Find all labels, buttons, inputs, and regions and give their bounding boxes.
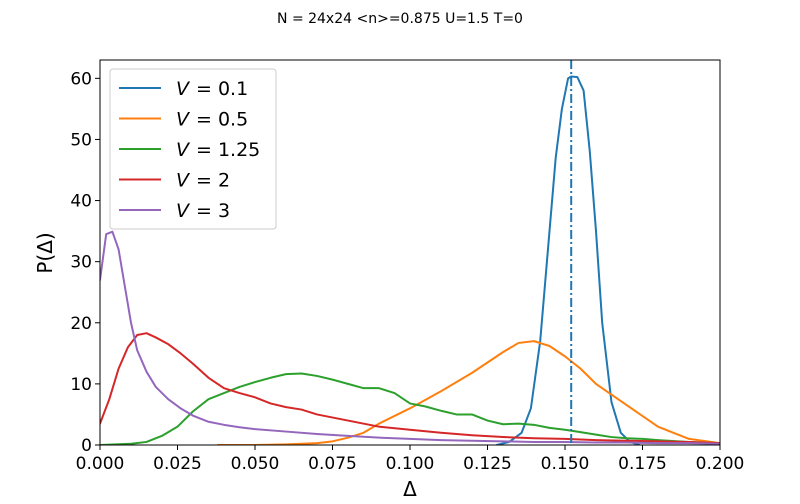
x-axis-label: Δ (403, 477, 417, 500)
x-tick-label: 0.200 (696, 454, 745, 474)
legend-label-var: V (176, 109, 191, 131)
chart-title: N = 24x24 <n>=0.875 U=1.5 T=0 (277, 11, 523, 27)
y-axis-label: P(Δ) (33, 232, 57, 273)
legend-label: V = 0.1 (176, 78, 248, 100)
legend-label-value: = 3 (196, 200, 230, 222)
legend-label: V = 3 (176, 200, 230, 222)
y-tick-label: 0 (81, 436, 92, 456)
series-line-5 (100, 230, 720, 445)
x-tick-label: 0.075 (308, 454, 357, 474)
legend-label: V = 1.25 (176, 139, 260, 161)
x-tick-label: 0.050 (231, 454, 280, 474)
y-tick-label: 40 (70, 192, 92, 212)
series-line-3 (100, 372, 720, 445)
x-tick-label: 0.125 (463, 454, 512, 474)
plot-area (100, 60, 720, 445)
legend-box (109, 68, 277, 230)
x-tick-label: 0.025 (153, 454, 202, 474)
legend-label-value: = 0.1 (196, 78, 248, 100)
legend-label-value: = 0.5 (196, 109, 248, 131)
y-tick-label: 30 (70, 253, 92, 273)
x-tick-label: 0.100 (386, 454, 435, 474)
series-group (100, 60, 720, 445)
legend-label-var: V (176, 200, 191, 222)
legend-label: V = 2 (176, 170, 230, 192)
series-line-4 (100, 332, 720, 445)
series-line-1 (495, 75, 641, 445)
x-tick-label: 0.175 (618, 454, 667, 474)
axes: 0.000 0.025 0.050 0.075 0.100 0.125 0.150 0.175… (70, 59, 745, 474)
x-tick-label: 0.150 (541, 454, 590, 474)
y-tick-label: 10 (70, 375, 92, 395)
y-tick-label: 50 (70, 130, 92, 150)
legend-label-value: = 1.25 (196, 139, 260, 161)
legend-label-var: V (176, 139, 191, 161)
y-tick-label: 20 (70, 314, 92, 334)
legend-label-value: = 2 (196, 170, 230, 192)
legend-label-var: V (176, 170, 191, 192)
x-tick-label: 0.000 (76, 454, 125, 474)
legend: V = 0.1V = 0.5V = 1.25V = 2V = 3 (109, 68, 277, 230)
legend-label: V = 0.5 (176, 109, 248, 131)
y-tick-label: 60 (70, 69, 92, 89)
legend-label-var: V (176, 78, 191, 100)
series-line-2 (216, 340, 720, 445)
